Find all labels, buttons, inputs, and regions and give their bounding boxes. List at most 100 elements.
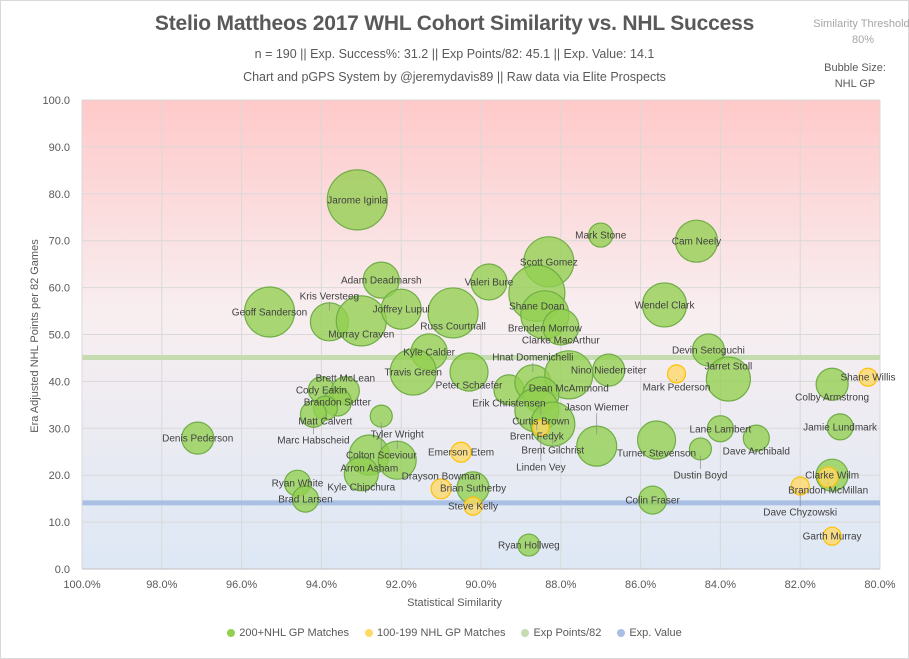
- bubble-label: Ryan White: [272, 479, 324, 490]
- bubble-200-plus: [637, 485, 668, 515]
- chart-title: Stelio Mattheos 2017 WHL Cohort Similari…: [154, 12, 755, 35]
- y-tick-label: 30.0: [49, 423, 70, 435]
- legend-label: 200+NHL GP Matches: [239, 627, 350, 639]
- bubble-label: Turner Stevenson: [617, 449, 696, 460]
- bubble-label: Hnat Domenichelli: [492, 352, 573, 363]
- bubble-100-199: [463, 496, 483, 516]
- legend-item-100-199[interactable]: 100-199 NHL GP Matches: [365, 627, 505, 639]
- bubble-label: Steve Kelly: [448, 502, 498, 513]
- bubble-200-plus: [326, 169, 388, 231]
- bubble-label: Denis Pederson: [162, 434, 233, 445]
- bubble-200-plus: [362, 261, 400, 299]
- y-tick-label: 60.0: [49, 283, 70, 295]
- bubble-label: Cody Eakin: [296, 385, 347, 396]
- legend-label: Exp. Value: [629, 627, 682, 639]
- bubble-200-plus: [427, 287, 479, 339]
- bubble-200-plus: [641, 282, 688, 328]
- legend-item-exp-value[interactable]: Exp. Value: [617, 627, 682, 639]
- y-tick-label: 20.0: [49, 470, 70, 482]
- bubble-label: Shane Willis: [841, 373, 896, 384]
- bubble-200-plus: [181, 421, 215, 455]
- bubble-200-plus: [742, 424, 770, 452]
- bubble-200-plus: [706, 415, 735, 443]
- bubble-label: Jarome Iginla: [327, 195, 387, 206]
- legend: 200+NHL GP Matches 100-199 NHL GP Matche…: [0, 627, 909, 639]
- legend-label: 100-199 NHL GP Matches: [377, 627, 506, 639]
- bubble-label: Jarret Stoll: [704, 362, 752, 373]
- bubble-200-plus: [517, 533, 541, 557]
- bubble-label: Devin Setoguchi: [672, 345, 745, 356]
- legend-exp-value-dot-icon: [617, 629, 626, 637]
- bubble-label: Brent Gilchrist: [521, 446, 584, 457]
- bubble-label: Travis Green: [384, 368, 441, 379]
- legend-green-dot-icon: [227, 629, 236, 637]
- y-tick-label: 90.0: [49, 142, 70, 154]
- x-tick-label: 86.0%: [625, 579, 656, 591]
- bubble-label: Erik Christensen: [472, 398, 545, 409]
- legend-item-200-plus[interactable]: 200+NHL GP Matches: [227, 627, 349, 639]
- bubble-label: Lane Lambert: [690, 424, 752, 435]
- x-tick-label: 90.0%: [465, 579, 496, 591]
- bubble-100-199: [858, 367, 878, 387]
- bubble-label: Russ Courtnall: [420, 321, 486, 332]
- bubble-100-199: [817, 466, 839, 488]
- bubble-label: Colton Sceviour: [346, 451, 417, 462]
- bubble-label: Matt Calvert: [298, 417, 352, 428]
- x-tick-label: 98.0%: [146, 579, 177, 591]
- y-tick-label: 0.0: [55, 564, 70, 576]
- bubble-label: Brett McLean: [316, 373, 375, 384]
- x-tick-label: 100.0%: [63, 579, 101, 591]
- bubble-label: Dean McAmmond: [529, 383, 609, 394]
- bubble-label: Joffrey Lupul: [373, 305, 430, 316]
- x-tick-label: 88.0%: [545, 579, 576, 591]
- bubble-label: Peter Schaefer: [436, 381, 503, 392]
- x-tick-label: 96.0%: [226, 579, 257, 591]
- bubble-label: Garth Murray: [803, 532, 862, 543]
- legend-item-exp-points[interactable]: Exp Points/82: [521, 627, 601, 639]
- bubble-label: Dave Archibald: [723, 447, 790, 458]
- bubble-200-plus: [449, 352, 489, 392]
- bubble-label: Arron Asham: [340, 464, 398, 475]
- x-tick-label: 84.0%: [705, 579, 736, 591]
- x-tick-label: 80.0%: [864, 579, 895, 591]
- legend-exp-points-dot-icon: [521, 629, 530, 637]
- bubble-200-plus: [705, 356, 751, 402]
- bubble-label: Kris Versteeg: [300, 291, 359, 302]
- bubble-label: Marc Habscheid: [277, 436, 349, 447]
- bubble-label: Colby Armstrong: [795, 393, 869, 404]
- bubble-label: Murray Craven: [328, 329, 394, 340]
- bubble-size-label: Bubble Size:: [824, 62, 886, 74]
- bubble-label: Brenden Morrow: [508, 323, 583, 334]
- bubble-label: Brent Fedyk: [510, 432, 565, 443]
- bubble-200-plus: [588, 222, 614, 248]
- bubble-label: Wendel Clark: [635, 300, 696, 311]
- y-tick-label: 70.0: [49, 236, 70, 248]
- bubble-label: Jamie Lundmark: [803, 422, 878, 433]
- y-tick-label: 100.0: [42, 95, 70, 107]
- bubble-label: Curtis Brown: [512, 417, 569, 428]
- credit-line: Chart and pGPS System by @jeremydavis89 …: [243, 70, 666, 84]
- bubble-200-plus: [674, 219, 719, 263]
- threshold-value: 80%: [851, 34, 875, 46]
- bubble-label: Clarke Wilm: [805, 471, 859, 482]
- bubble-label: Kyle Chipchura: [327, 482, 395, 493]
- bubble-label: Mark Pederson: [643, 382, 711, 393]
- bubble-label: Brandon McMillan: [788, 486, 868, 497]
- bubble-200-plus: [243, 286, 296, 338]
- bubble-label: Geoff Sanderson: [232, 307, 307, 318]
- bubble-200-plus: [815, 367, 849, 401]
- stats-line: n = 190 || Exp. Success%: 31.2 || Exp Po…: [254, 47, 655, 61]
- legend-label: Exp Points/82: [533, 627, 602, 639]
- y-tick-label: 80.0: [49, 189, 70, 201]
- bubble-label: Linden Vey: [516, 462, 566, 473]
- bubble-label: Mark Stone: [575, 231, 627, 242]
- bubble-label: Adam Deadmarsh: [341, 276, 422, 287]
- bubble-size-value: NHL GP: [834, 78, 876, 90]
- bubble-label: Colin Fraser: [625, 496, 680, 507]
- bubble-100-199: [822, 526, 842, 546]
- bubble-label: Brandon Sutter: [304, 398, 372, 409]
- x-axis-title: Statistical Similarity: [407, 597, 502, 609]
- bubble-label: Scott Gomez: [520, 257, 578, 268]
- bubble-label: Shane Doan: [509, 302, 565, 313]
- bubble-label: Emerson Etem: [428, 448, 494, 459]
